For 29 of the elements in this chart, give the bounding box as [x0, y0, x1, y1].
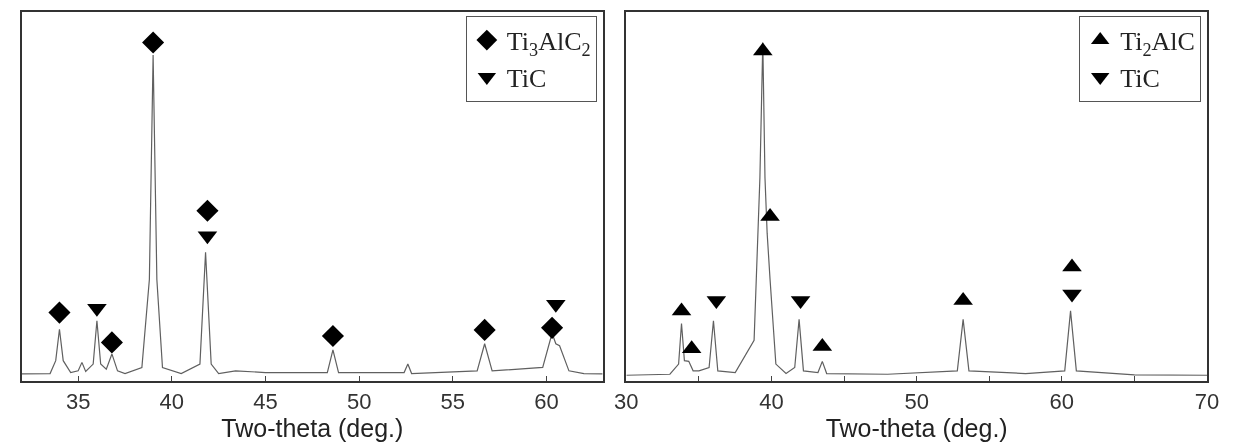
point — [87, 303, 107, 317]
x-axis-title: Two-theta (deg.) — [825, 414, 1008, 443]
point — [546, 299, 566, 313]
point — [1062, 258, 1082, 272]
x-axis-title: Two-theta (deg.) — [221, 414, 404, 443]
x-tick-label: 30 — [614, 389, 639, 415]
legend-label: Ti$_{3}$AlC$_{2}$ — [506, 27, 591, 60]
point — [321, 324, 344, 348]
x-tick-label: 35 — [65, 389, 91, 415]
x-tick-label: 55 — [440, 389, 466, 415]
x-tick-label: 50 — [346, 389, 372, 415]
point — [953, 291, 973, 305]
x-tick-label: 60 — [1049, 389, 1075, 415]
point — [100, 331, 123, 354]
legend-label: Ti$_{2}$AlC — [1120, 27, 1195, 60]
x-tick-label: 40 — [759, 389, 784, 415]
point — [48, 301, 71, 324]
x-tick-label: 60 — [534, 389, 559, 415]
point — [196, 199, 219, 222]
x-tick-label: 45 — [253, 389, 278, 415]
point — [760, 207, 780, 221]
x-tick-label: 70 — [1194, 389, 1220, 415]
legend-label: TiC — [1120, 64, 1160, 94]
legend-label: TiC — [506, 64, 547, 94]
point — [142, 31, 165, 54]
x-tick-label: 50 — [904, 389, 929, 415]
point — [473, 318, 496, 341]
point — [541, 316, 564, 339]
x-tick-label: 40 — [159, 389, 185, 415]
